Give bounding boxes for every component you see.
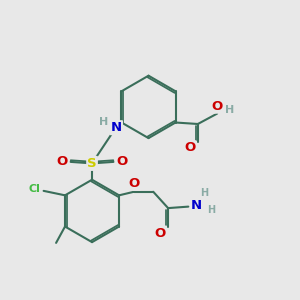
Text: H: H bbox=[207, 205, 216, 214]
Text: O: O bbox=[154, 227, 165, 240]
Text: S: S bbox=[87, 157, 97, 170]
Text: H: H bbox=[200, 188, 208, 198]
Text: O: O bbox=[116, 155, 128, 168]
Text: N: N bbox=[111, 121, 122, 134]
Text: O: O bbox=[57, 155, 68, 168]
Text: Cl: Cl bbox=[28, 184, 40, 194]
Text: H: H bbox=[225, 105, 234, 115]
Text: O: O bbox=[184, 141, 195, 154]
Text: N: N bbox=[191, 199, 202, 212]
Text: O: O bbox=[212, 100, 223, 113]
Text: O: O bbox=[128, 177, 140, 190]
Text: H: H bbox=[99, 117, 108, 128]
